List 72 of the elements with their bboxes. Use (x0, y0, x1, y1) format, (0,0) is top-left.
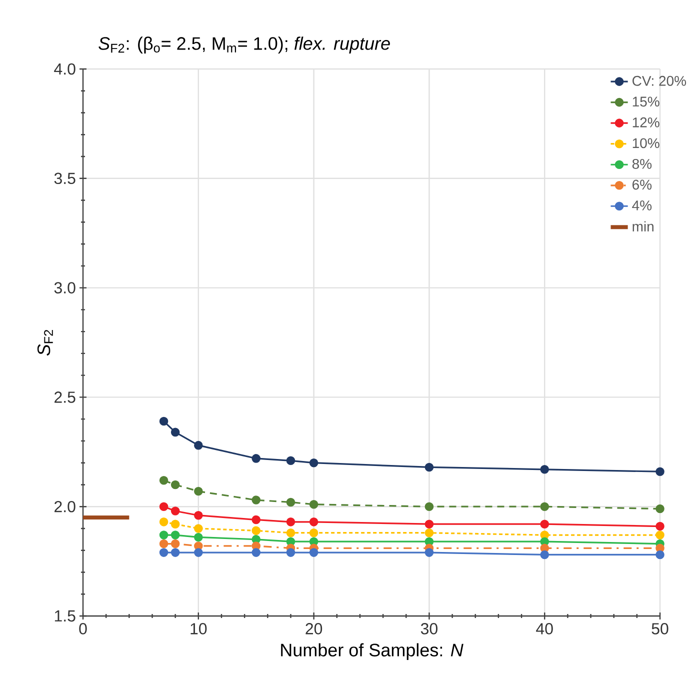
point (159, 502, 168, 511)
point (286, 518, 296, 526)
point (170, 548, 180, 557)
point (424, 528, 434, 538)
x-tick-label: 10 (190, 623, 207, 634)
point (194, 524, 203, 533)
point (194, 532, 203, 542)
point (286, 528, 296, 538)
y-tick-label: 2.0 (54, 500, 76, 512)
x-tick-label: 30 (420, 623, 438, 634)
point (170, 506, 180, 516)
point (170, 539, 180, 548)
point (309, 518, 318, 526)
point (159, 530, 168, 540)
point (286, 548, 296, 557)
point (540, 520, 550, 529)
legend-label: 6% (632, 180, 652, 190)
point (540, 502, 550, 511)
point (252, 548, 261, 557)
point (170, 530, 180, 540)
x-tick-label: 40 (536, 623, 553, 634)
point (159, 518, 168, 526)
x-axis-title: Number of Samples: N (281, 643, 464, 660)
point (170, 480, 180, 490)
x-tick-label: 20 (306, 623, 322, 634)
point (424, 520, 434, 529)
legend-label: min (632, 221, 654, 232)
x-tick-label: 0 (79, 623, 87, 634)
point (194, 440, 203, 450)
point (656, 530, 664, 540)
point (656, 522, 664, 531)
point (252, 454, 261, 463)
legend-label: CV: 20% (632, 76, 686, 86)
y-tick-label: 3.5 (54, 172, 76, 184)
point (286, 498, 296, 507)
point (194, 548, 203, 557)
legend-label: 10% (632, 138, 660, 148)
point (540, 550, 550, 560)
legend-label: 4% (632, 200, 652, 210)
legend-label: 8% (632, 158, 652, 169)
y-tick-label: 4.0 (54, 63, 76, 75)
point (424, 502, 434, 511)
point (424, 462, 434, 472)
point (159, 539, 168, 548)
chart-title: S$_{F2}$: (β$_{o}$= 2.5, M$_{m}$= 1.0); flex. rupture (98, 36, 390, 54)
y-tick-label: 2.5 (54, 392, 76, 403)
point (170, 428, 180, 437)
point (309, 528, 318, 538)
x-tick-label: 50 (652, 623, 668, 634)
y-tick-label: 3.0 (54, 282, 76, 294)
y-tick-label: 1.5 (54, 610, 76, 622)
point (252, 526, 261, 536)
point (309, 548, 318, 557)
y-axis-title: S$_{F2}$ (37, 330, 53, 356)
legend-label: 15% (632, 96, 660, 107)
point (656, 504, 664, 514)
point (159, 548, 168, 557)
legend-label: 12% (632, 117, 660, 128)
point (309, 500, 318, 509)
point (424, 548, 434, 557)
point (252, 515, 261, 524)
point (194, 486, 203, 496)
point (252, 496, 261, 504)
point (309, 458, 318, 468)
point (159, 476, 168, 485)
point (159, 416, 168, 426)
point (194, 510, 203, 520)
point (656, 550, 664, 560)
point (540, 465, 550, 474)
point (286, 456, 296, 466)
point (170, 520, 180, 529)
point (656, 467, 664, 476)
